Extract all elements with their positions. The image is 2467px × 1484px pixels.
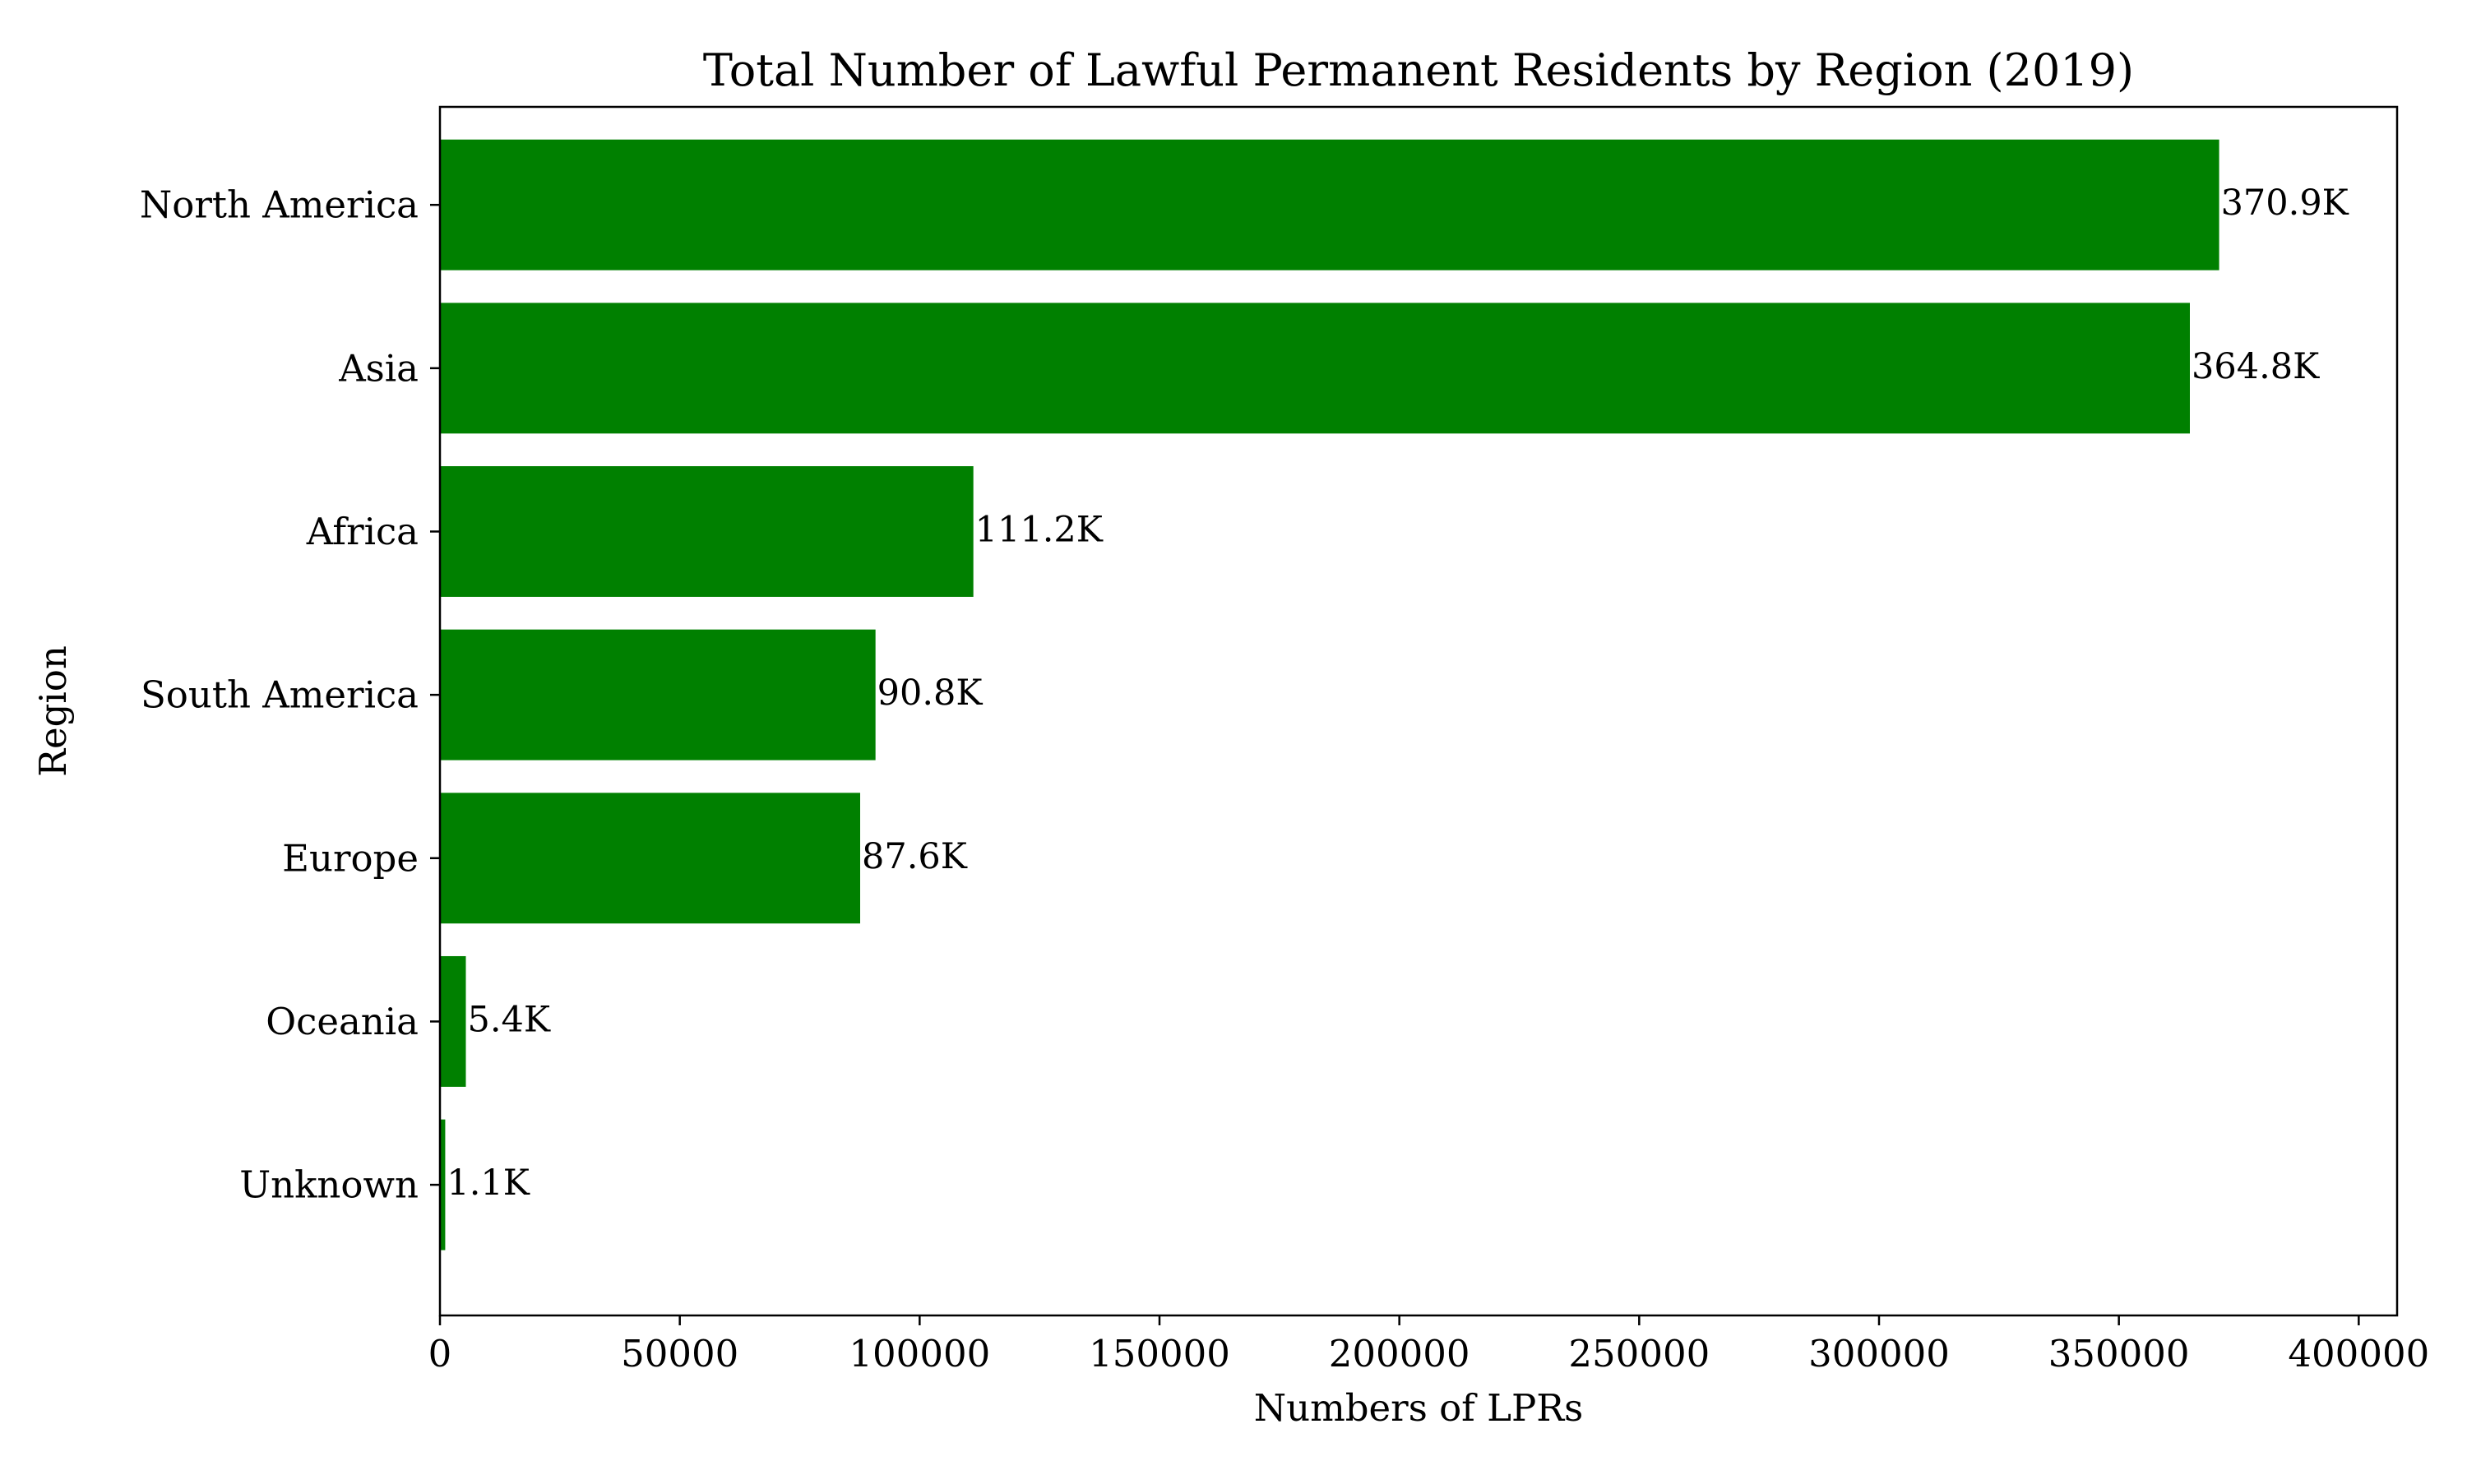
- bar-south-america: [440, 629, 876, 760]
- x-tick-label: 100000: [849, 1332, 990, 1375]
- y-tick-label: Europe: [282, 836, 419, 880]
- y-tick-label: South America: [141, 673, 419, 717]
- x-axis-label: Numbers of LPRs: [1254, 1386, 1584, 1430]
- bar-unknown: [440, 1119, 446, 1251]
- x-tick-label: 150000: [1089, 1332, 1230, 1375]
- bars-layer: [440, 139, 2219, 1251]
- bar-north-america: [440, 139, 2219, 270]
- data-label: 5.4K: [468, 999, 551, 1040]
- bar-europe: [440, 793, 860, 924]
- bar-oceania: [440, 955, 466, 1087]
- y-tick-label: Asia: [338, 346, 419, 390]
- ticks-layer: [430, 203, 2360, 1325]
- data-label: 90.8K: [877, 673, 984, 714]
- plot-frame: [438, 105, 2399, 1317]
- x-tick-label: 200000: [1329, 1332, 1470, 1375]
- x-tick-label: 300000: [1808, 1332, 1950, 1375]
- data-label: 1.1K: [447, 1163, 530, 1204]
- x-tick-label: 0: [428, 1332, 452, 1375]
- data-label: 111.2K: [975, 509, 1104, 550]
- y-tick-label: Unknown: [239, 1163, 419, 1207]
- y-tick-label: Oceania: [266, 1000, 419, 1043]
- bar-asia: [440, 303, 2190, 434]
- data-label: 370.9K: [2221, 183, 2349, 224]
- bar-africa: [440, 466, 974, 597]
- labels-layer: North America 370.9K Asia 364.8K Africa 111.2…: [140, 183, 2429, 1375]
- x-tick-label: 250000: [1568, 1332, 1710, 1375]
- y-axis-label: Region: [31, 645, 75, 777]
- x-tick-label: 400000: [2288, 1332, 2429, 1375]
- data-label: 364.8K: [2192, 346, 2320, 387]
- x-tick-label: 50000: [621, 1332, 738, 1375]
- data-label: 87.6K: [862, 836, 968, 877]
- y-tick-label: North America: [140, 183, 419, 227]
- y-tick-label: Africa: [306, 510, 419, 553]
- chart-title: Total Number of Lawful Permanent Residen…: [703, 44, 2134, 96]
- x-tick-label: 350000: [2048, 1332, 2190, 1375]
